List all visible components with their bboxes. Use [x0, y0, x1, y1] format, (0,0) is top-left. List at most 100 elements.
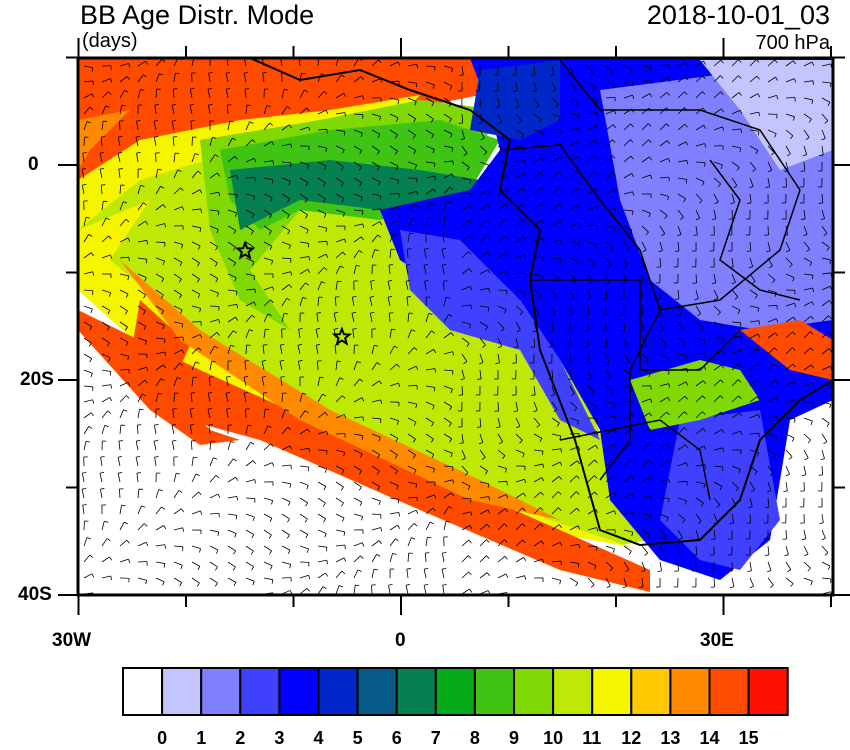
wind-barb	[659, 193, 670, 201]
wind-barb	[785, 465, 790, 477]
wind-barb	[673, 257, 679, 268]
wind-barb	[281, 513, 290, 523]
wind-barb	[209, 120, 214, 131]
wind-barb	[767, 113, 778, 119]
wind-barb	[83, 252, 94, 259]
wind-barb	[623, 94, 635, 100]
wind-barb	[299, 107, 310, 115]
wind-barb	[709, 545, 715, 556]
wind-barb	[641, 561, 646, 573]
wind-barb	[551, 541, 563, 547]
wind-barb	[677, 462, 689, 467]
wind-barb	[641, 93, 653, 99]
wind-barb	[763, 529, 769, 540]
wind-barb	[281, 177, 291, 186]
wind-barb	[299, 392, 307, 403]
wind-barb	[785, 417, 796, 423]
wind-barb	[407, 63, 419, 69]
wind-barb	[785, 302, 797, 308]
wind-barb	[173, 561, 183, 570]
wind-barb	[785, 257, 793, 268]
field-region-7	[230, 160, 480, 230]
wind-barb	[461, 205, 473, 211]
markers	[234, 240, 353, 346]
wind-barb	[101, 397, 113, 403]
wind-barb	[101, 235, 112, 243]
wind-barb	[173, 456, 178, 467]
wind-barb	[531, 385, 536, 396]
wind-barb	[83, 121, 91, 131]
wind-barb	[781, 513, 787, 524]
wind-barb	[137, 184, 145, 195]
wind-barb	[659, 383, 671, 388]
wind-barb	[569, 222, 581, 228]
wind-barb	[83, 216, 91, 227]
wind-barb	[443, 113, 452, 123]
wind-barb	[353, 113, 364, 119]
wind-barb	[315, 343, 321, 355]
wind-barb	[695, 380, 706, 387]
wind-barb	[587, 444, 599, 451]
wind-barb	[191, 334, 203, 339]
wind-barb	[749, 414, 761, 419]
wind-barb	[245, 329, 254, 339]
wind-barb	[461, 251, 472, 259]
wind-barb	[800, 481, 805, 492]
wind-barb	[821, 272, 832, 277]
wind-barb	[83, 537, 91, 547]
wind-barb	[371, 161, 380, 171]
wind-barb	[316, 312, 321, 323]
wind-barb	[371, 129, 381, 139]
wind-barb	[677, 337, 686, 347]
wind-barb	[461, 497, 472, 503]
wind-barb	[767, 397, 779, 403]
wind-barb	[262, 72, 267, 83]
wind-barb	[551, 476, 562, 483]
wind-barb	[659, 321, 664, 333]
wind-barb	[371, 193, 382, 200]
wind-barb	[551, 221, 563, 227]
wind-barb	[317, 529, 327, 538]
wind-barb	[371, 513, 382, 519]
colorbar-label: 6	[391, 728, 402, 748]
wind-barb	[659, 158, 671, 163]
wind-barb	[389, 161, 399, 170]
wind-barb	[137, 379, 148, 387]
wind-barb	[263, 577, 274, 584]
wind-barb	[551, 417, 560, 427]
wind-barb	[479, 204, 491, 211]
wind-barb	[461, 177, 472, 185]
wind-barb	[135, 135, 140, 147]
wind-barb	[674, 561, 679, 572]
wind-barb	[728, 209, 734, 220]
wind-barb	[189, 407, 195, 419]
wind-barb	[731, 273, 736, 285]
wind-barb	[641, 353, 649, 364]
wind-barb	[731, 128, 742, 133]
wind-barb	[191, 189, 203, 195]
wind-barb	[799, 497, 805, 508]
wind-barb	[225, 71, 231, 83]
wind-barb	[767, 415, 778, 421]
wind-barb	[513, 401, 519, 412]
wind-barb	[101, 575, 113, 581]
wind-barb	[351, 311, 357, 323]
wind-barb	[281, 143, 293, 148]
wind-barb	[263, 313, 272, 323]
wind-barb	[263, 209, 272, 219]
wind-barb	[263, 497, 274, 505]
wind-barb	[406, 568, 411, 579]
wind-barb	[533, 417, 541, 428]
wind-barb	[335, 193, 345, 203]
wind-barb	[494, 401, 499, 412]
wind-barb	[497, 465, 507, 473]
wind-barb	[766, 241, 771, 253]
wind-barb	[407, 401, 418, 409]
wind-barb	[317, 193, 326, 203]
wind-barb	[713, 289, 719, 301]
wind-barb	[533, 256, 544, 261]
wind-barb	[497, 508, 508, 515]
wind-barb	[785, 316, 797, 323]
wind-barb	[353, 555, 364, 563]
wind-barb	[623, 476, 634, 483]
